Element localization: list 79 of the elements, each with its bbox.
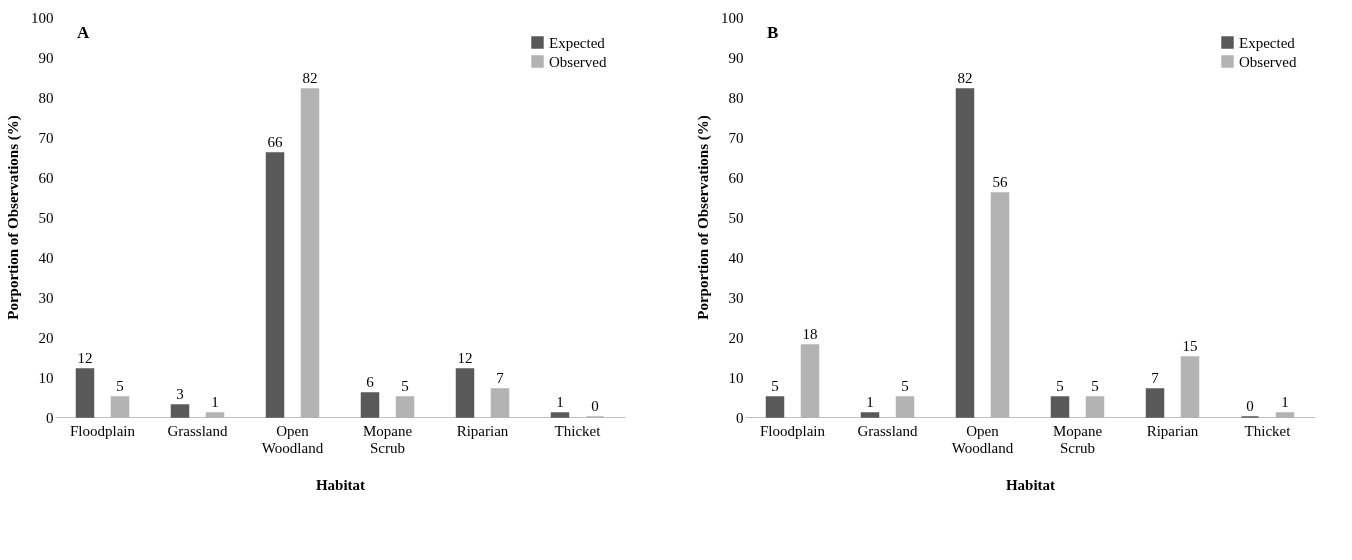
y-tick-label: 60	[38, 169, 54, 186]
bar	[75, 368, 95, 418]
y-tick-label: 100	[31, 9, 54, 26]
y-tick-label: 40	[728, 249, 744, 266]
data-label: 56	[992, 174, 1008, 190]
x-tick-label: Open Woodland	[951, 422, 1014, 456]
legend-label: Expected	[1239, 34, 1296, 51]
y-tick-label: 80	[38, 89, 54, 106]
bar	[1145, 388, 1165, 418]
data-label: 12	[457, 350, 473, 366]
x-axis-title: Habitat	[1005, 476, 1056, 493]
y-tick-label: 50	[38, 209, 54, 226]
legend-label: Observed	[549, 53, 607, 70]
y-tick-label: 70	[728, 129, 744, 146]
data-label: 1	[1281, 394, 1289, 410]
chart-title: A	[77, 23, 90, 42]
legend-label: Observed	[1239, 53, 1297, 70]
data-label: 0	[591, 398, 599, 414]
data-label: 12	[77, 350, 93, 366]
x-tick-label: Mopane Scrub	[362, 422, 413, 456]
bar	[765, 396, 785, 418]
y-tick-label: 40	[38, 249, 54, 266]
x-tick-label: Mopane Scrub	[1052, 422, 1103, 456]
bar	[955, 88, 975, 418]
bar	[360, 392, 380, 418]
x-tick-label: Open Woodland	[261, 422, 324, 456]
legend-label: Expected	[549, 34, 606, 51]
data-label: 7	[496, 370, 505, 386]
x-tick-label: Grassland	[857, 422, 918, 439]
y-tick-label: 60	[728, 169, 744, 186]
bar	[860, 412, 880, 418]
data-label: 0	[1246, 398, 1254, 414]
x-tick-label: Riparian	[1146, 422, 1199, 439]
y-tick-label: 0	[46, 409, 54, 426]
bar	[170, 404, 190, 418]
y-tick-label: 30	[38, 289, 54, 306]
data-label: 6	[366, 374, 375, 390]
y-tick-label: 50	[728, 209, 744, 226]
y-axis-title: Porportion of Observations (%)	[5, 115, 22, 320]
data-label: 1	[211, 394, 219, 410]
data-label: 18	[802, 326, 818, 342]
x-tick-label: Thicket	[1244, 422, 1292, 439]
y-tick-label: 100	[721, 9, 744, 26]
x-tick-label: Grassland	[167, 422, 228, 439]
data-label: 82	[957, 70, 973, 86]
x-axis-title: Habitat	[315, 476, 366, 493]
data-label: 1	[556, 394, 564, 410]
data-label: 7	[1151, 370, 1160, 386]
y-tick-label: 80	[728, 89, 744, 106]
y-tick-label: 30	[728, 289, 744, 306]
bar	[550, 412, 570, 418]
y-tick-label: 70	[38, 129, 54, 146]
data-label: 1	[866, 394, 874, 410]
data-label: 3	[176, 386, 184, 402]
data-label: 5	[1091, 378, 1099, 394]
y-tick-label: 90	[38, 49, 54, 66]
y-axis-title: Porportion of Observations (%)	[695, 115, 712, 320]
x-tick-label: Riparian	[456, 422, 509, 439]
data-label: 5	[901, 378, 909, 394]
bar	[1050, 396, 1070, 418]
y-tick-label: 20	[728, 329, 744, 346]
chart-title: B	[767, 23, 779, 42]
data-label: 5	[401, 378, 409, 394]
data-label: 15	[1182, 338, 1198, 354]
data-label: 5	[116, 378, 124, 394]
data-label: 82	[302, 70, 318, 86]
y-tick-label: 10	[728, 369, 744, 386]
bar	[455, 368, 475, 418]
y-tick-label: 10	[38, 369, 54, 386]
data-label: 5	[771, 378, 779, 394]
y-tick-label: 0	[736, 409, 744, 426]
x-tick-label: Thicket	[554, 422, 602, 439]
data-label: 5	[1056, 378, 1064, 394]
x-tick-label: Floodplain	[759, 422, 826, 439]
y-tick-label: 90	[728, 49, 744, 66]
bar	[265, 152, 285, 418]
y-tick-label: 20	[38, 329, 54, 346]
x-tick-label: Floodplain	[69, 422, 136, 439]
data-label: 66	[267, 134, 283, 150]
